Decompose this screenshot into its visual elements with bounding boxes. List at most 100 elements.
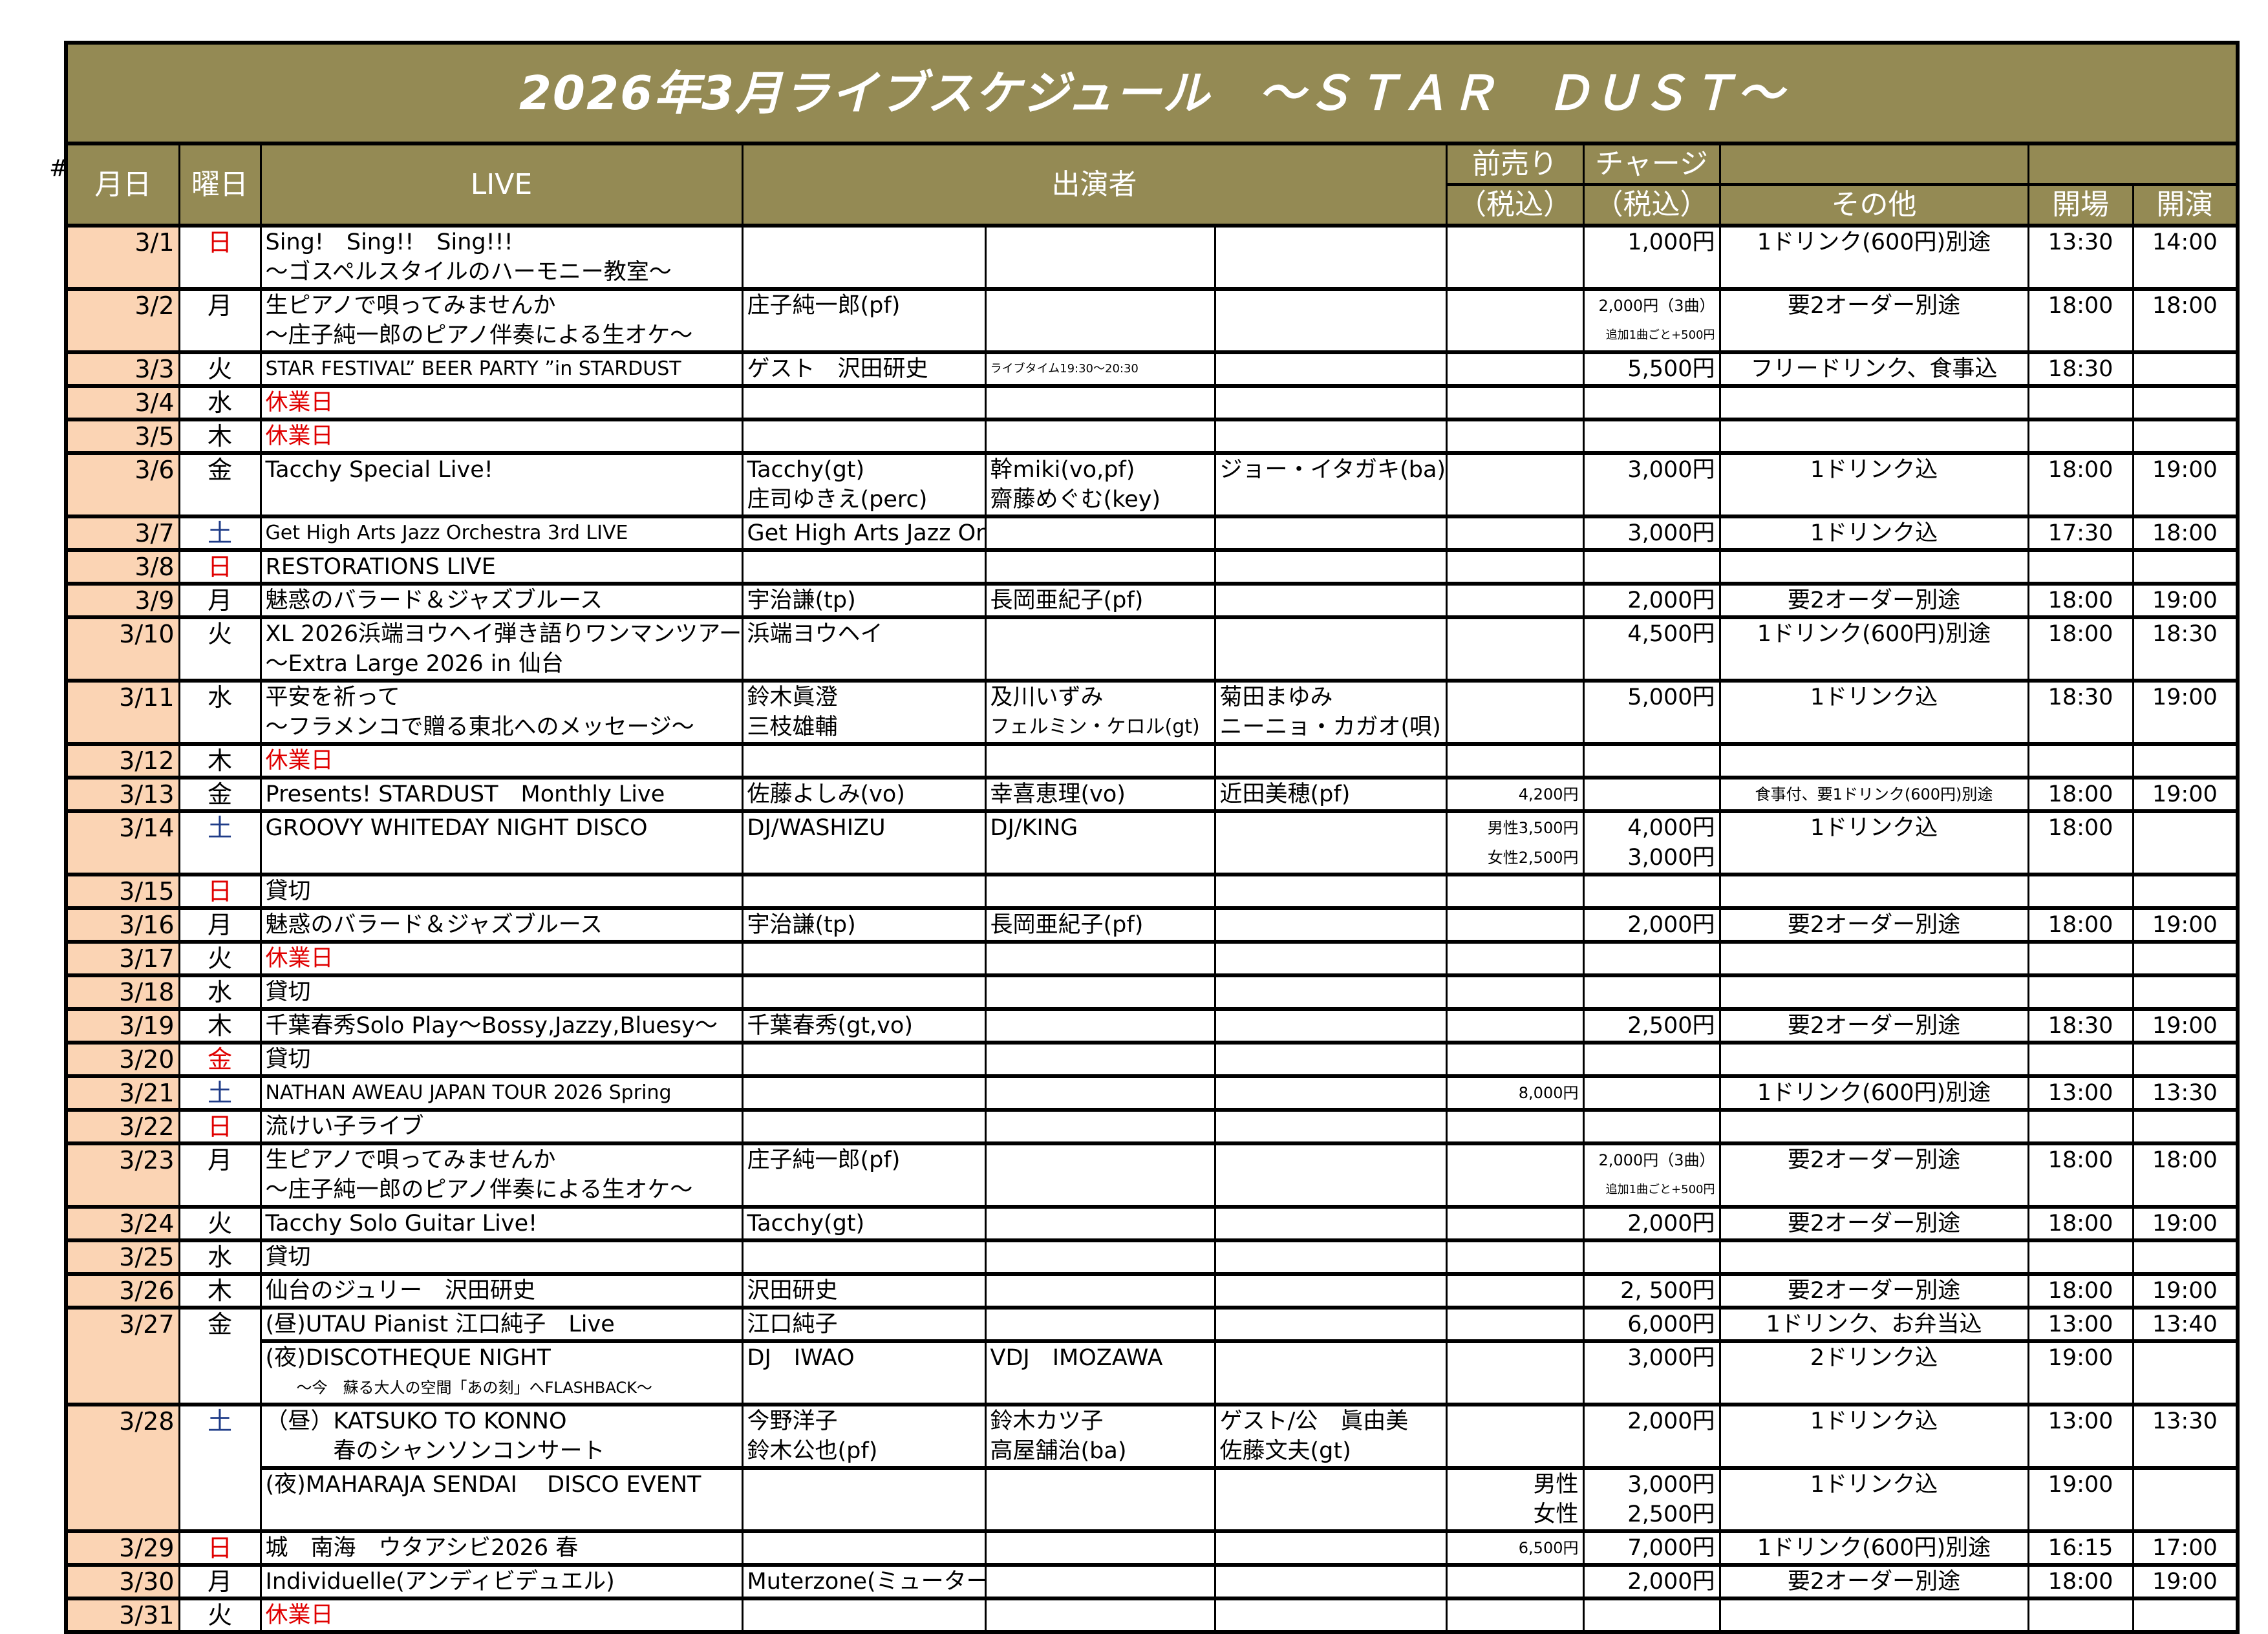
advance-price bbox=[1445, 940, 1585, 975]
start-time: 19:00 bbox=[2132, 776, 2239, 811]
performer-1: 鈴木公也(pf) bbox=[741, 1436, 987, 1468]
performer-1: 浜端ヨウヘイ bbox=[741, 615, 987, 649]
schedule-row: (夜)MAHARAJA SENDAI DISCO EVENT 男性 3,000円 1ド… bbox=[66, 1466, 2239, 1500]
performer-2 bbox=[984, 548, 1216, 584]
performer-1 bbox=[741, 1373, 987, 1405]
advance-price bbox=[1445, 548, 1585, 584]
advance-price bbox=[1445, 712, 1585, 744]
event-weekday: 日 bbox=[178, 1529, 262, 1565]
event-date: 3/18 bbox=[65, 973, 180, 1009]
open-time: 18:00 bbox=[2027, 582, 2134, 617]
performer-2 bbox=[984, 649, 1216, 681]
event-weekday: 火 bbox=[178, 350, 262, 386]
performer-2 bbox=[984, 873, 1216, 908]
other-info bbox=[1718, 843, 2029, 875]
open-time bbox=[2027, 873, 2134, 908]
start-time bbox=[2132, 649, 2239, 681]
performer-1 bbox=[741, 257, 987, 289]
performer-2 bbox=[984, 515, 1216, 550]
live-title: 春のシャンソンコンサート bbox=[259, 1436, 744, 1468]
performer-2 bbox=[984, 1597, 1216, 1632]
open-time bbox=[2027, 843, 2134, 875]
performer-1 bbox=[741, 1238, 987, 1274]
performer-1: 三枝雄輔 bbox=[741, 712, 987, 744]
event-date: 3/12 bbox=[65, 742, 180, 778]
open-time: 18:00 bbox=[2027, 776, 2134, 811]
schedule-row: 3/16 月魅惑のバラード＆ジャズブルース 宇治謙(tp) 長岡亜紀子(pf) 2,00… bbox=[65, 906, 2239, 942]
performer-2 bbox=[984, 1500, 1216, 1531]
performer-3 bbox=[1214, 224, 1448, 257]
schedule-row: 3/2 月生ピアノで唄ってみませんか 庄子純一郎(pf) 2,000円（3曲） 要2オー… bbox=[65, 287, 2239, 352]
event-date: 3/11 bbox=[65, 679, 180, 744]
other-info: 2ドリンク込 bbox=[1718, 1339, 2029, 1373]
header-advance-tax: （税込） bbox=[1445, 184, 1585, 228]
performer-2 bbox=[984, 940, 1216, 975]
live-title: XL 2026浜端ヨウヘイ弾き語りワンマンツアー bbox=[259, 615, 744, 649]
performer-3: 佐藤文夫(gt) bbox=[1214, 1436, 1448, 1468]
advance-price bbox=[1445, 1373, 1585, 1405]
event-date: 3/6 bbox=[65, 451, 180, 516]
advance-price bbox=[1445, 1563, 1585, 1598]
open-time: 18:30 bbox=[2027, 350, 2134, 386]
performer-3: 近田美穂(pf) bbox=[1214, 776, 1448, 811]
performer-1 bbox=[741, 548, 987, 584]
schedule-row: 春のシャンソンコンサート 鈴木公也(pf) 高屋舗治(ba) 佐藤文夫(gt) bbox=[66, 1436, 2239, 1468]
charge-price bbox=[1582, 940, 1721, 975]
open-time bbox=[2027, 1597, 2134, 1632]
start-time: 18:00 bbox=[2132, 1141, 2239, 1175]
performer-1: Tacchy(gt) bbox=[741, 451, 987, 485]
performer-1 bbox=[741, 224, 987, 257]
event-date: 3/10 bbox=[65, 615, 180, 681]
performer-2 bbox=[984, 384, 1216, 419]
performer-1 bbox=[741, 321, 987, 352]
open-time bbox=[2027, 1436, 2134, 1468]
performer-1 bbox=[741, 940, 987, 975]
charge-price bbox=[1582, 1041, 1721, 1076]
charge-price: 5,000円 bbox=[1582, 679, 1721, 712]
performer-3 bbox=[1214, 973, 1448, 1009]
event-weekday: 水 bbox=[178, 1238, 262, 1274]
schedule-row: 3/31 火休業日 bbox=[65, 1597, 2239, 1632]
header-open: 開場 bbox=[2027, 184, 2134, 228]
advance-price bbox=[1445, 973, 1585, 1009]
event-date: 3/31 bbox=[65, 1597, 180, 1632]
other-info: 1ドリンク込 bbox=[1718, 451, 2029, 485]
schedule-row: 3/10 火 XL 2026浜端ヨウヘイ弾き語りワンマンツアー 浜端ヨウヘイ 4,500… bbox=[65, 615, 2239, 681]
schedule-row: 3/21 土 NATHAN AWEAU JAPAN TOUR 2026 Spring… bbox=[65, 1074, 2239, 1110]
start-time bbox=[2132, 257, 2239, 289]
live-title: GROOVY WHITEDAY NIGHT DISCO bbox=[259, 809, 744, 843]
live-title: 魅惑のバラード＆ジャズブルース bbox=[259, 906, 744, 942]
open-time bbox=[2027, 1238, 2134, 1274]
event-weekday: 土 bbox=[178, 809, 262, 875]
other-info bbox=[1718, 418, 2029, 453]
event-date: 3/17 bbox=[65, 940, 180, 975]
open-time: 18:00 bbox=[2027, 451, 2134, 485]
performer-3 bbox=[1214, 582, 1448, 617]
event-date: 3/27 bbox=[65, 1306, 180, 1405]
open-time: 18:00 bbox=[2027, 615, 2134, 649]
event-date: 3/8 bbox=[65, 548, 180, 584]
open-time: 19:00 bbox=[2027, 1466, 2134, 1500]
event-date: 3/24 bbox=[65, 1205, 180, 1240]
performer-2 bbox=[984, 1041, 1216, 1076]
performer-1 bbox=[741, 1500, 987, 1531]
performer-2 bbox=[984, 973, 1216, 1009]
open-time bbox=[2027, 321, 2134, 352]
live-title: 仙台のジュリー 沢田研史 bbox=[259, 1272, 744, 1308]
event-weekday: 日 bbox=[178, 548, 262, 584]
charge-price: 4,000円 bbox=[1582, 809, 1721, 843]
live-title: Get High Arts Jazz Orchestra 3rd LIVE bbox=[259, 515, 744, 550]
open-time bbox=[2027, 1373, 2134, 1405]
live-title: 生ピアノで唄ってみませんか bbox=[259, 287, 744, 321]
event-weekday: 水 bbox=[178, 973, 262, 1009]
other-info bbox=[1718, 485, 2029, 516]
performer-1 bbox=[741, 1597, 987, 1632]
performer-2: VDJ IMOZAWA bbox=[984, 1339, 1216, 1373]
live-title: Sing! Sing!! Sing!!! bbox=[259, 224, 744, 257]
event-date: 3/1 bbox=[65, 224, 180, 289]
start-time bbox=[2132, 384, 2239, 419]
header-other: その他 bbox=[1718, 184, 2029, 228]
performer-2 bbox=[984, 1373, 1216, 1405]
event-date: 3/21 bbox=[65, 1074, 180, 1110]
performer-1: Tacchy(gt) bbox=[741, 1205, 987, 1240]
